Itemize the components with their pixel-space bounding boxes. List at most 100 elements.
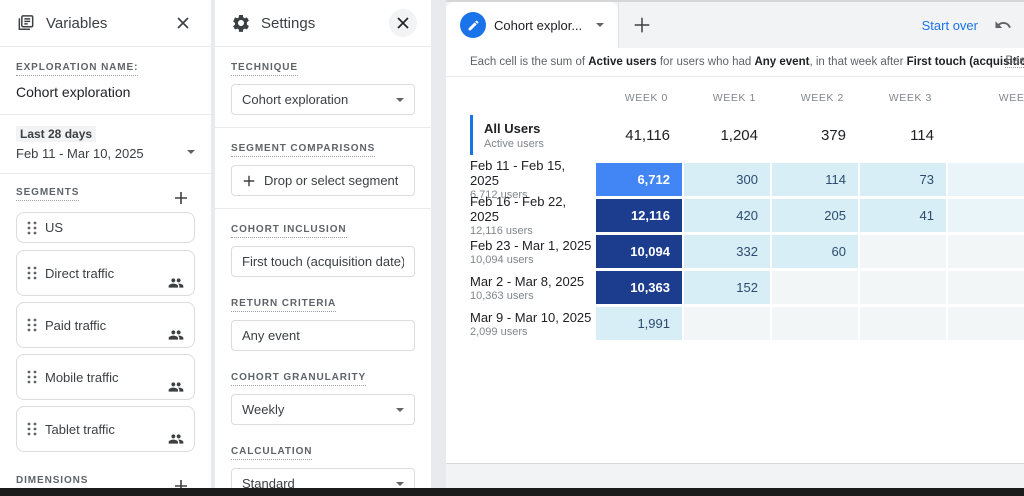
all-users-week-value: 114 xyxy=(910,126,934,144)
cohort-row-label: Mar 2 - Mar 8, 2025 10,363 users xyxy=(470,271,596,304)
exploration-name-label: EXPLORATION NAME: xyxy=(16,62,139,76)
bottom-edge-bar xyxy=(0,488,1024,496)
cohort-cell[interactable] xyxy=(860,307,946,340)
cohort-period: Feb 23 - Mar 1, 2025 xyxy=(470,237,592,253)
cohort-cell[interactable]: 420 xyxy=(684,199,770,232)
cohort-cell[interactable] xyxy=(948,271,1024,304)
segment-chip[interactable]: US xyxy=(16,212,195,243)
week-column-header: WEEK 4 xyxy=(998,92,1024,104)
exploration-name-section: EXPLORATION NAME: Cohort exploration xyxy=(0,47,211,114)
drag-handle-icon[interactable] xyxy=(27,317,37,333)
cohort-cell[interactable]: 41 xyxy=(860,199,946,232)
segment-chip-label: Direct traffic xyxy=(45,265,115,281)
date-range-section[interactable]: Last 28 days Feb 11 - Mar 10, 2025 xyxy=(0,115,211,173)
all-users-label: All Users Active users xyxy=(473,121,596,150)
cohort-inclusion-select[interactable]: First touch (acquisition date) xyxy=(231,246,415,277)
cohort-period: Mar 2 - Mar 8, 2025 xyxy=(470,273,585,289)
add-segment-icon[interactable] xyxy=(167,184,195,212)
cohort-user-count: 2,099 users xyxy=(470,325,528,338)
drag-handle-icon[interactable] xyxy=(27,421,37,437)
segment-chip[interactable]: Mobile traffic xyxy=(16,354,195,400)
cohort-row[interactable]: Feb 11 - Feb 15, 2025 6,712 users 6,712 300… xyxy=(470,158,1024,201)
segment-chip-label: Tablet traffic xyxy=(45,421,115,437)
new-tab-button[interactable] xyxy=(618,2,664,48)
return-criteria-select[interactable]: Any event xyxy=(231,320,415,351)
cohort-cell[interactable]: 73 xyxy=(860,163,946,196)
start-over-button[interactable]: Start over xyxy=(921,17,978,33)
cohort-cell[interactable] xyxy=(948,307,1024,340)
cohort-cell[interactable] xyxy=(772,271,858,304)
cohort-cell[interactable]: 60 xyxy=(772,235,858,268)
all-users-week-value: 1,204 xyxy=(720,126,758,144)
cell-description-text: Each cell is the sum of Active users for… xyxy=(470,56,1024,68)
divider xyxy=(0,114,211,115)
description-segment: for users who had xyxy=(656,56,755,68)
cohort-cell[interactable] xyxy=(948,235,1024,268)
divider xyxy=(0,46,211,47)
chevron-down-icon xyxy=(396,407,404,412)
cohort-granularity-value: Weekly xyxy=(242,402,285,417)
cohort-cell[interactable]: 12,116 xyxy=(596,199,682,232)
segment-chip[interactable]: Paid traffic xyxy=(16,302,195,348)
chevron-down-icon xyxy=(396,97,404,102)
all-users-metric: Active users xyxy=(484,137,544,150)
dimensions-label: DIMENSIONS xyxy=(16,475,88,488)
cohort-cell[interactable] xyxy=(860,235,946,268)
date-preset-chip[interactable]: Last 28 days xyxy=(16,126,97,142)
cohort-row[interactable]: Mar 2 - Mar 8, 2025 10,363 users 10,363 152 xyxy=(470,271,1024,304)
segment-chip[interactable]: Direct traffic xyxy=(16,250,195,296)
plus-icon xyxy=(243,175,255,186)
cohort-row-label: Feb 11 - Feb 15, 2025 6,712 users xyxy=(470,158,596,201)
cohort-row[interactable]: Feb 16 - Feb 22, 2025 12,116 users 12,116 4… xyxy=(470,194,1024,237)
drag-handle-icon[interactable] xyxy=(27,265,37,281)
technique-select[interactable]: Cohort exploration xyxy=(231,84,415,115)
divider xyxy=(215,127,431,128)
cohort-granularity-section: COHORT GRANULARITY Weekly xyxy=(215,363,431,437)
cohort-user-count: 6,712 users xyxy=(470,189,528,201)
cohort-cell[interactable]: 6,712 xyxy=(596,163,682,196)
cohort-inclusion-label: COHORT INCLUSION xyxy=(231,224,347,238)
chevron-down-icon[interactable] xyxy=(187,150,195,154)
cohort-cell[interactable] xyxy=(860,271,946,304)
all-users-row[interactable]: All Users Active users 41,116 1,204 379 114 xyxy=(470,115,1024,155)
drag-handle-icon[interactable] xyxy=(27,220,37,236)
cohort-cell[interactable]: 1,991 xyxy=(596,307,682,340)
segment-comparisons-dropzone[interactable]: Drop or select segment xyxy=(231,165,415,196)
cohort-period: Feb 11 - Feb 15, 2025 xyxy=(470,158,566,188)
divider xyxy=(0,173,211,174)
segment-chip[interactable]: Tablet traffic xyxy=(16,406,195,452)
cohort-cell[interactable] xyxy=(948,163,1024,196)
chevron-down-icon[interactable] xyxy=(596,23,605,27)
cohort-cell[interactable]: 10,363 xyxy=(596,271,682,304)
description-segment: , in that week after xyxy=(809,56,907,68)
exploration-name-value[interactable]: Cohort exploration xyxy=(16,84,131,100)
return-criteria-section: RETURN CRITERIA Any event xyxy=(215,289,431,363)
date-range-value[interactable]: Feb 11 - Mar 10, 2025 xyxy=(16,146,144,161)
variables-close-icon[interactable] xyxy=(169,9,197,37)
cohort-granularity-select[interactable]: Weekly xyxy=(231,394,415,425)
technique-label: TECHNIQUE xyxy=(231,62,298,76)
cohort-cell[interactable]: 300 xyxy=(684,163,770,196)
cohort-row[interactable]: Feb 23 - Mar 1, 2025 10,094 users 10,094 33… xyxy=(470,235,1024,268)
segment-chip-label: US xyxy=(45,220,64,235)
drag-handle-icon[interactable] xyxy=(27,369,37,385)
cohort-cell[interactable]: 205 xyxy=(772,199,858,232)
cohort-row-label: Mar 9 - Mar 10, 2025 2,099 users xyxy=(470,307,596,340)
cohort-cell[interactable] xyxy=(684,307,770,340)
cohort-cell[interactable]: 152 xyxy=(684,271,770,304)
add-dimension-icon[interactable] xyxy=(167,472,195,488)
cohort-cell[interactable]: 114 xyxy=(772,163,858,196)
people-icon xyxy=(168,276,184,290)
calculation-select[interactable]: Standard xyxy=(231,468,415,488)
undo-icon[interactable] xyxy=(994,16,1012,34)
all-users-name: All Users xyxy=(484,120,541,136)
based-on-link[interactable]: Based xyxy=(1005,55,1024,68)
settings-close-icon[interactable] xyxy=(389,9,417,37)
tab-cohort-exploration[interactable]: Cohort explor... xyxy=(446,2,619,48)
cohort-row[interactable]: Mar 9 - Mar 10, 2025 2,099 users 1,991 xyxy=(470,307,1024,340)
cohort-cell[interactable]: 10,094 xyxy=(596,235,682,268)
cohort-cell[interactable] xyxy=(772,307,858,340)
cohort-cell[interactable] xyxy=(948,199,1024,232)
cohort-inclusion-value: First touch (acquisition date) xyxy=(242,254,404,269)
cohort-cell[interactable]: 332 xyxy=(684,235,770,268)
